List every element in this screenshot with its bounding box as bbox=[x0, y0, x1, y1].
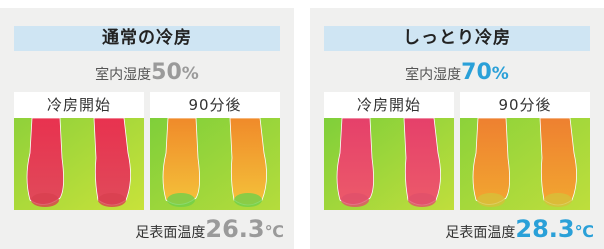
page: {"panels": [ {"title": "通常の冷房", "humidit… bbox=[0, 0, 604, 249]
temp-unit: ℃ bbox=[575, 222, 594, 241]
foot-temperature: 足表面温度26.3℃ bbox=[135, 215, 284, 243]
image-label: 90分後 bbox=[150, 92, 280, 118]
image-card: 90分後 bbox=[460, 92, 590, 210]
image-label: 冷房開始 bbox=[14, 92, 144, 118]
panel-title: しっとり冷房 bbox=[324, 26, 590, 51]
image-label: 冷房開始 bbox=[324, 92, 454, 118]
humidity-unit: % bbox=[492, 64, 509, 84]
humidity-label: 室内湿度 bbox=[95, 67, 151, 83]
image-card: 冷房開始 bbox=[14, 92, 144, 210]
thermal-image bbox=[324, 118, 454, 210]
humidity: 室内湿度70% bbox=[310, 60, 604, 85]
temp-value: 28.3 bbox=[515, 215, 574, 243]
temp-unit: ℃ bbox=[265, 222, 284, 241]
humidity-value: 70 bbox=[461, 60, 492, 85]
image-card: 90分後 bbox=[150, 92, 280, 210]
humidity-label: 室内湿度 bbox=[405, 67, 461, 83]
temp-value: 26.3 bbox=[205, 215, 264, 243]
panel: 通常の冷房室内湿度50% 冷房開始 90分後 足表面温度26.3℃ bbox=[0, 8, 294, 249]
foot-temperature: 足表面温度28.3℃ bbox=[445, 215, 594, 243]
humidity-unit: % bbox=[182, 64, 199, 84]
temp-label: 足表面温度 bbox=[135, 225, 205, 241]
humidity-value: 50 bbox=[151, 60, 182, 85]
image-card: 冷房開始 bbox=[324, 92, 454, 210]
panel: しっとり冷房室内湿度70%冷房開始 90分後 足表面温度28.3℃ bbox=[310, 8, 604, 249]
temp-label: 足表面温度 bbox=[445, 225, 515, 241]
thermal-image bbox=[14, 118, 144, 210]
image-label: 90分後 bbox=[460, 92, 590, 118]
humidity: 室内湿度50% bbox=[0, 60, 294, 85]
thermal-image bbox=[150, 118, 280, 210]
panel-title: 通常の冷房 bbox=[14, 26, 280, 51]
thermal-image bbox=[460, 118, 590, 210]
